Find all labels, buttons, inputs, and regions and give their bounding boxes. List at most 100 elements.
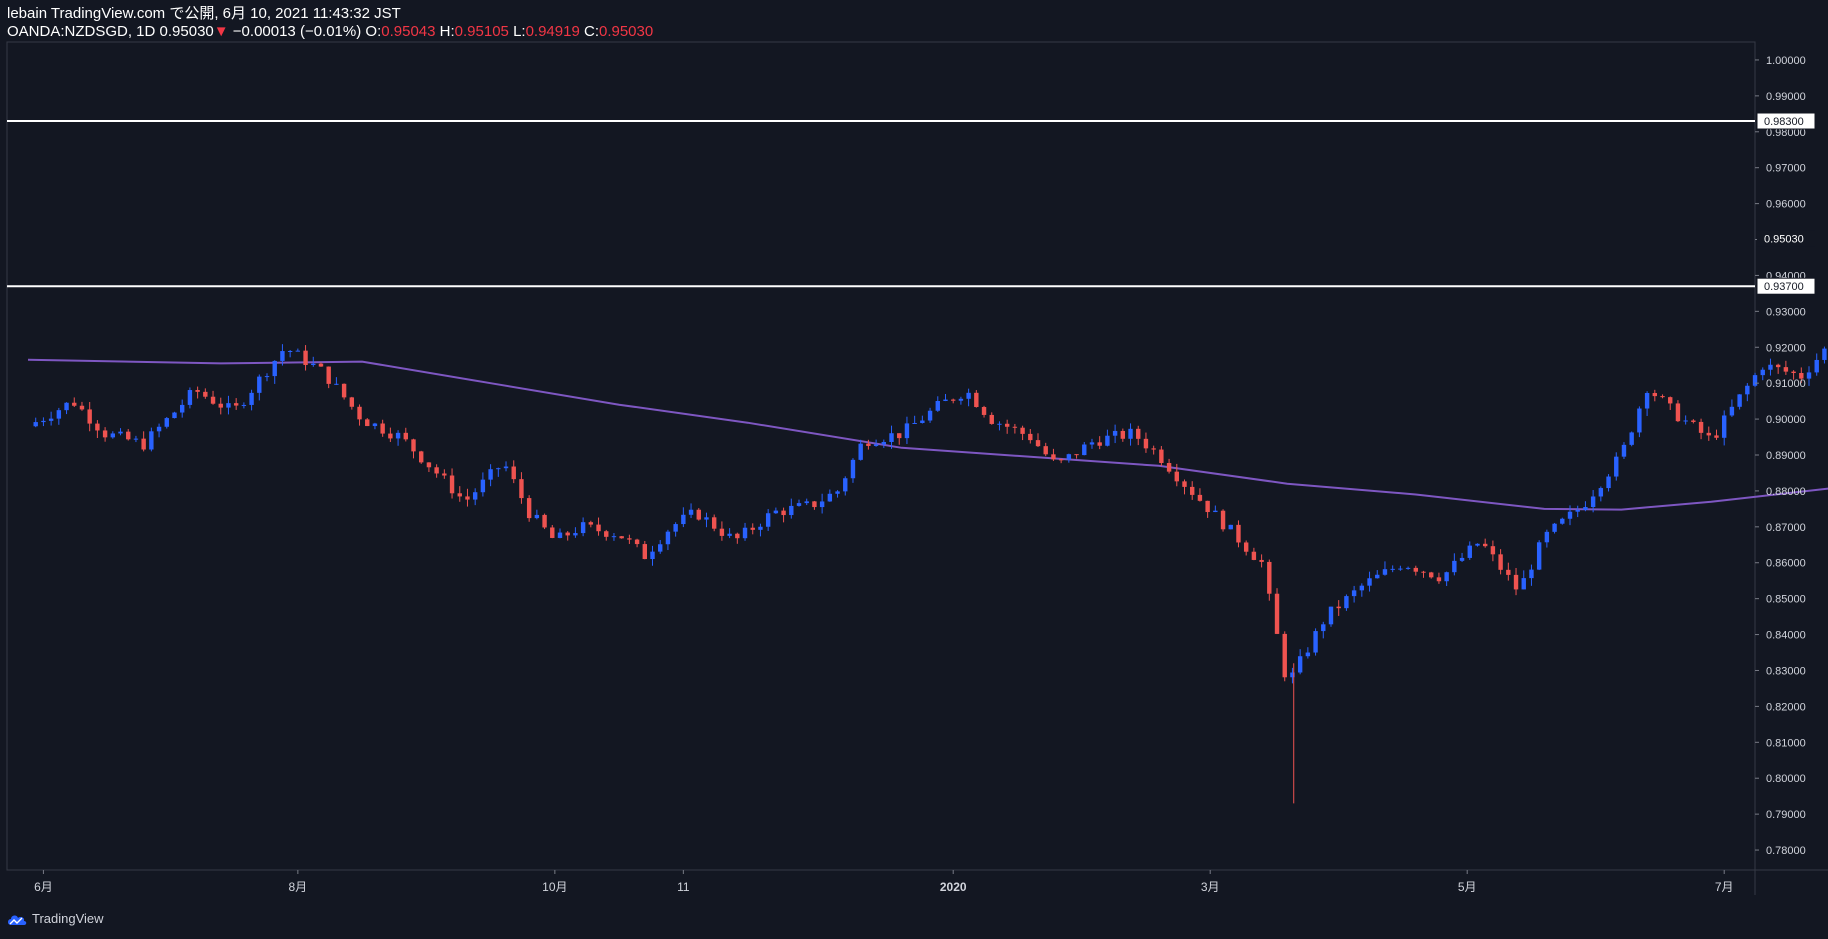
candle-body (380, 423, 385, 434)
candle-body (1583, 507, 1588, 510)
candle-body (796, 503, 802, 506)
candle-body (750, 527, 755, 530)
candle-body (1513, 574, 1519, 590)
candle-body (1105, 435, 1110, 446)
price-tick-label: 0.92000 (1766, 342, 1806, 354)
candle-body (102, 430, 108, 438)
candle-body (1637, 408, 1642, 433)
candle-body (634, 539, 640, 545)
candle-body (1313, 631, 1318, 653)
candle-body (503, 466, 509, 469)
candle-body (835, 491, 840, 494)
candle-body (1035, 440, 1041, 447)
price-tick-label: 0.93000 (1766, 306, 1806, 318)
candle-body (1737, 394, 1742, 407)
candle-body (372, 423, 378, 427)
time-tick-label: 8月 (289, 880, 308, 894)
price-change: −0.00013 (−0.01%) (232, 23, 362, 40)
candle-body (1382, 569, 1388, 575)
candle-body (1745, 385, 1750, 395)
candle-body (1359, 585, 1365, 591)
candle-body (272, 360, 277, 377)
candle-body (958, 398, 964, 401)
candle-body (765, 513, 771, 527)
candle-body (1691, 420, 1696, 422)
candle-body (195, 390, 200, 392)
candle-body (604, 531, 609, 537)
candle-body (419, 451, 424, 463)
candle-body (1089, 442, 1095, 445)
price-chart[interactable]: 1.00000 0.99000 0.98000 0.97000 0.96000 0.950… (0, 0, 1828, 900)
candle-body (1398, 568, 1403, 570)
publish-info: lebain TradingView.com で公開, 6月 10, 2021 … (7, 5, 401, 23)
candle-body (1614, 456, 1619, 477)
candle-body (1305, 652, 1311, 657)
time-tick-label: 3月 (1201, 880, 1220, 894)
candle-body (203, 391, 208, 397)
candle-body (897, 433, 902, 439)
candle-body (935, 400, 940, 411)
candle-body (1297, 656, 1303, 673)
candle-body (827, 493, 833, 502)
candle-body (457, 493, 462, 497)
price-tick-label: 0.80000 (1766, 773, 1806, 785)
candle-body (1467, 545, 1472, 558)
candle-body (48, 418, 54, 421)
candle-body (1629, 432, 1634, 445)
close-label: C: (583, 23, 599, 40)
candle-body (1783, 367, 1789, 372)
time-tick-label: 2020 (940, 880, 967, 894)
candle-body (611, 536, 617, 538)
candle-body (1143, 438, 1149, 449)
candle-body (1544, 531, 1550, 543)
candle-body (1590, 496, 1596, 508)
candle-body (226, 403, 231, 408)
candle-body (580, 522, 586, 534)
candle-body (1120, 430, 1126, 439)
candle-body (519, 479, 524, 499)
candle-body (56, 410, 62, 419)
candle-body (79, 405, 85, 410)
candle-body (264, 376, 270, 378)
ohlc-legend: OANDA:NZDSGD, 1D 0.95030▼ −0.00013 (−0.0… (7, 23, 653, 41)
tradingview-logo[interactable]: TradingView (6, 911, 104, 926)
candles-layer (33, 344, 1827, 804)
price-tick-label: 0.98000 (1766, 127, 1806, 139)
candle-body (449, 475, 455, 494)
candle-body (1652, 393, 1658, 397)
candle-body (927, 410, 933, 421)
candle-body (1174, 471, 1179, 482)
candle-body (311, 363, 316, 366)
support-price-box (1756, 277, 1816, 295)
candle-body (1190, 486, 1195, 495)
symbol-label[interactable]: OANDA:NZDSGD, 1D (7, 23, 156, 40)
candle-body (1529, 569, 1534, 579)
candle-body (1490, 546, 1496, 555)
candle-body (126, 431, 131, 440)
candle-body (72, 402, 77, 406)
candle-body (1791, 371, 1796, 374)
candle-body (1004, 423, 1010, 427)
candle-body (688, 509, 694, 515)
candle-body (866, 443, 871, 446)
price-axis[interactable]: 1.00000 0.99000 0.98000 0.97000 0.96000 0.950… (1755, 55, 1806, 857)
candle-body (1328, 606, 1334, 625)
candle-body (1606, 476, 1611, 489)
time-tick-label: 11 (677, 880, 690, 894)
levels-layer[interactable] (7, 120, 1755, 288)
candle-body (365, 419, 370, 427)
candle-body (889, 433, 894, 442)
candle-body (1159, 449, 1164, 464)
low-label: L: (513, 23, 526, 40)
axis-price-labels: 0.98300 0.93700 0.95030 (1756, 112, 1816, 295)
moving-average-line (27, 358, 1828, 511)
candle-body (1243, 542, 1249, 552)
candle-body (1521, 578, 1526, 590)
time-axis[interactable]: 6月8月10月1120203月5月7月9月11月20213月5月7月 (34, 870, 1828, 894)
candle-body (850, 459, 856, 479)
last-price: 0.95030 (159, 23, 214, 40)
candle-body (627, 538, 632, 540)
candle-body (180, 404, 185, 413)
time-tick-label: 10月 (542, 880, 567, 894)
chart-plot-area[interactable] (6, 41, 1756, 871)
